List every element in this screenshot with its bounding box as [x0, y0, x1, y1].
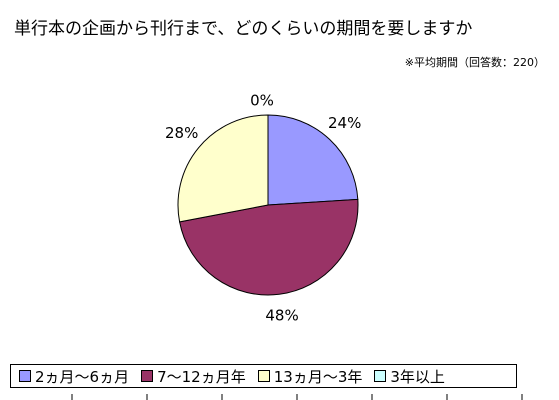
legend-item-3: 3年以上 [374, 366, 445, 387]
legend: 2ヵ月〜6ヵ月 7〜12ヵ月年 13ヵ月〜3年 3年以上 [10, 364, 517, 388]
pie-label-3: 0% [250, 92, 274, 110]
pie-chart: 24% 48% 28% 0% [165, 92, 361, 325]
pie-slice-1 [179, 198, 359, 296]
legend-item-1: 7〜12ヵ月年 [141, 366, 246, 387]
legend-item-2: 13ヵ月〜3年 [257, 366, 363, 387]
legend-swatch-0 [19, 370, 31, 382]
pie-slice-2 [177, 114, 269, 223]
legend-swatch-3 [374, 370, 387, 382]
legend-label-3: 3年以上 [390, 367, 445, 386]
chart-subtitle: ※平均期間（回答数：220） [404, 56, 545, 69]
pie-label-0: 24% [328, 114, 361, 132]
chart-title: 単行本の企画から刊行まで、どのくらいの期間を要しますか [14, 19, 473, 39]
pie-slice-0 [267, 114, 359, 206]
bottom-tick-marks [71, 394, 523, 400]
legend-label-1: 7〜12ヵ月年 [157, 367, 246, 386]
legend-swatch-1 [141, 370, 154, 382]
pie-label-2: 28% [165, 124, 198, 142]
legend-label-2: 13ヵ月〜3年 [273, 367, 363, 386]
legend-item-0: 2ヵ月〜6ヵ月 [19, 366, 129, 387]
legend-swatch-2 [257, 370, 270, 382]
legend-label-0: 2ヵ月〜6ヵ月 [35, 367, 130, 386]
pie-label-1: 48% [265, 307, 298, 325]
